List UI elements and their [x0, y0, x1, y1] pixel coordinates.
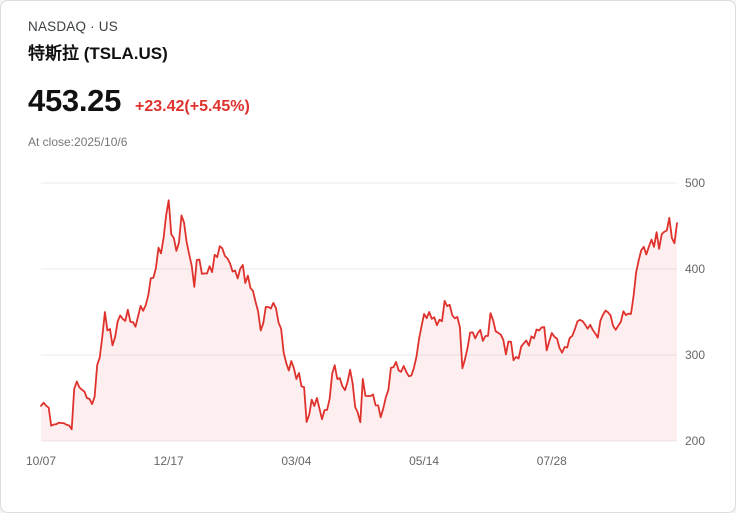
last-price: 453.25: [28, 83, 122, 118]
y-axis-label: 300: [685, 348, 705, 362]
quote-header: NASDAQ · US 特斯拉 (TSLA.US) 453.25 +23.42(…: [1, 1, 735, 149]
exchange-region-label: NASDAQ · US: [28, 19, 118, 34]
price-row: 453.25 +23.42(+5.45%): [28, 83, 707, 121]
x-axis-label: 07/28: [537, 454, 567, 468]
y-axis-label: 400: [685, 262, 705, 276]
price-area-fill: [41, 200, 677, 441]
stock-name: 特斯拉 (TSLA.US): [28, 44, 168, 63]
x-axis-label: 12/17: [154, 454, 184, 468]
y-axis-label: 500: [685, 176, 705, 190]
price-change: +23.42(+5.45%): [135, 98, 250, 115]
x-axis-label: 10/07: [26, 454, 56, 468]
price-line: [40, 199, 678, 431]
y-axis-label: 200: [685, 434, 705, 448]
x-axis-label: 03/04: [281, 454, 311, 468]
as-of-timestamp: At close:2025/10/6: [28, 135, 128, 149]
x-axis-label: 05/14: [409, 454, 439, 468]
price-area-chart[interactable]: 200 300 400 500 10/07 12/17 03/04 05/14 07/28: [1, 169, 736, 512]
